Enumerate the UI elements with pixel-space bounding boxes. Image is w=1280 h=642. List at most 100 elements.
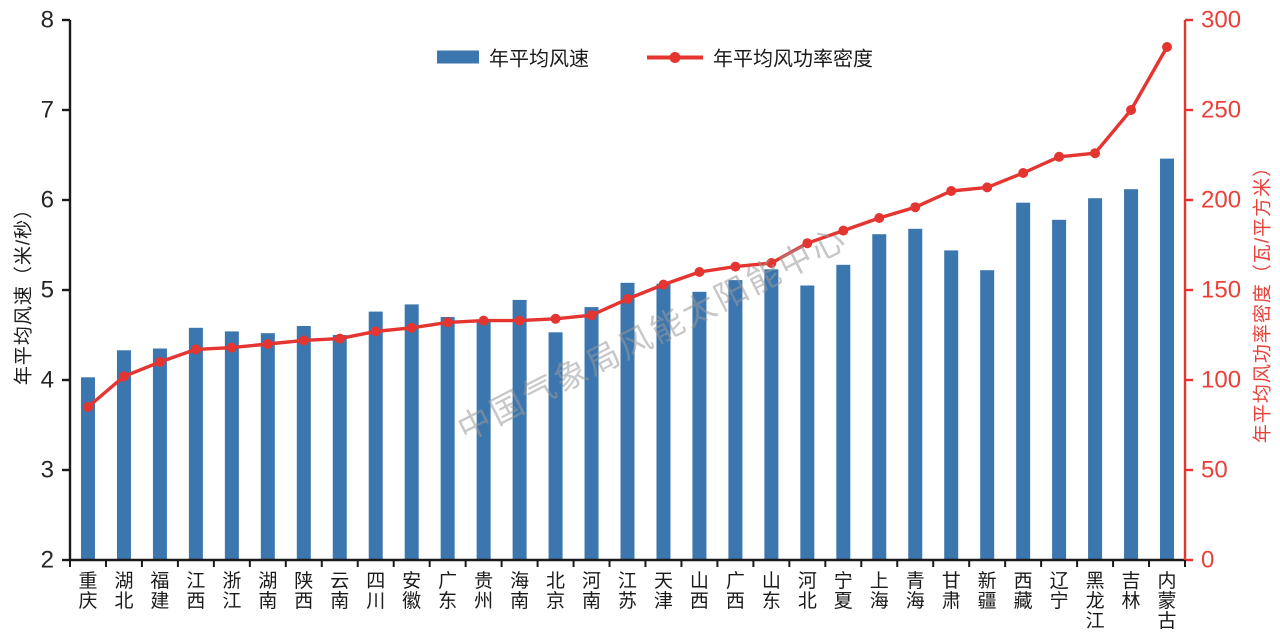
bar-swatch-icon [437, 50, 479, 64]
right-axis-tick-label: 150 [1201, 277, 1241, 304]
bar [1088, 198, 1103, 560]
x-axis-category-label: 吉林 [1122, 570, 1141, 612]
bar [656, 283, 671, 560]
x-axis-category-label: 浙江 [222, 570, 241, 612]
line-point [730, 261, 741, 272]
legend-item-wind-speed: 年平均风速 [437, 43, 589, 72]
line-point [514, 315, 525, 326]
left-axis-tick-label: 7 [41, 97, 54, 124]
x-axis-category-label: 云南 [330, 571, 349, 612]
x-axis-category-label: 上海 [870, 570, 889, 612]
bar [1052, 219, 1067, 561]
line-point [406, 322, 417, 333]
bar [764, 269, 779, 560]
x-axis-category-label: 河北 [798, 570, 817, 612]
line-point [1126, 105, 1137, 115]
line-point [802, 238, 813, 249]
bar [476, 320, 491, 560]
line-point [478, 315, 489, 326]
line-point [658, 279, 669, 290]
left-axis-tick-label: 4 [41, 367, 54, 394]
right-axis-tick-label: 50 [1201, 457, 1228, 484]
legend-label-wind-speed: 年平均风速 [489, 48, 589, 71]
bar [728, 280, 743, 560]
bar [980, 270, 995, 560]
bar [296, 326, 311, 560]
left-axis-tick-label: 3 [41, 457, 54, 484]
bar [692, 291, 707, 560]
line-point [298, 335, 309, 346]
bar [1124, 189, 1139, 560]
x-axis-category-label: 辽宁 [1050, 570, 1069, 612]
bar [224, 331, 239, 560]
left-axis-tick-label: 2 [41, 547, 54, 574]
x-axis-category-label: 黑龙江 [1086, 571, 1105, 632]
x-axis-category-label: 广西 [726, 570, 745, 612]
line-point [82, 402, 93, 412]
bar [152, 348, 167, 560]
legend-label-power-density: 年平均风功率密度 [713, 48, 873, 71]
x-axis-category-label: 广东 [438, 570, 457, 612]
line-marker-icon [669, 51, 681, 63]
line-point [154, 357, 165, 367]
bar [188, 327, 203, 560]
bar [368, 311, 383, 560]
x-axis-category-label: 贵州 [474, 570, 493, 612]
x-axis-category-label: 山东 [762, 570, 781, 612]
line-point [118, 371, 129, 382]
bar [440, 317, 455, 560]
left-axis-tick-label: 6 [41, 187, 54, 214]
line-point [262, 339, 273, 349]
x-axis-category-label: 湖北 [114, 570, 133, 612]
bar [584, 307, 599, 560]
legend: 年平均风速 年平均风功率密度 [437, 43, 873, 72]
line-swatch-icon [647, 51, 703, 63]
line-point [1018, 168, 1029, 178]
bar [116, 350, 131, 560]
bar [944, 250, 959, 560]
bar [620, 282, 635, 560]
x-axis-category-label: 四川 [366, 571, 385, 612]
line-point [694, 267, 705, 277]
line-point [442, 317, 453, 328]
x-axis-category-label: 新疆 [978, 570, 997, 612]
bar [512, 299, 527, 560]
x-axis-category-label: 安徽 [402, 570, 421, 612]
line-point [838, 225, 849, 236]
x-axis-category-label: 海南 [510, 570, 529, 612]
x-axis-category-label: 江苏 [618, 570, 637, 612]
bar [1160, 158, 1175, 560]
bar [800, 285, 815, 560]
line-point [334, 333, 345, 344]
left-axis-tick-label: 5 [41, 277, 54, 304]
line-point [910, 202, 921, 213]
x-axis-category-label: 福建 [150, 570, 169, 612]
x-axis-category-label: 湖南 [258, 570, 277, 612]
right-axis-tick-label: 200 [1201, 187, 1241, 214]
x-axis-category-label: 甘肃 [942, 570, 961, 612]
bar [908, 228, 923, 561]
x-axis-category-label: 天津 [654, 571, 673, 612]
left-axis-title: 年平均风速（米/秒） [13, 198, 35, 386]
bar [836, 264, 851, 560]
line-point [370, 326, 381, 337]
bar [80, 377, 95, 560]
left-axis-tick-label: 8 [41, 7, 54, 34]
bar [872, 234, 887, 560]
line-point [550, 313, 561, 324]
line-point [226, 342, 237, 353]
line-point [190, 344, 201, 355]
right-axis-tick-label: 250 [1201, 97, 1241, 124]
bar [548, 332, 563, 560]
line-point [586, 310, 597, 321]
x-axis-category-label: 江西 [186, 570, 205, 612]
x-axis-category-label: 山西 [690, 570, 709, 612]
bar [1016, 202, 1031, 560]
line-point [1162, 42, 1173, 52]
line-point [946, 186, 957, 196]
line-point [1054, 151, 1065, 162]
line-point [1090, 148, 1101, 159]
line-point [982, 182, 993, 193]
x-axis-category-label: 西藏 [1014, 571, 1033, 612]
